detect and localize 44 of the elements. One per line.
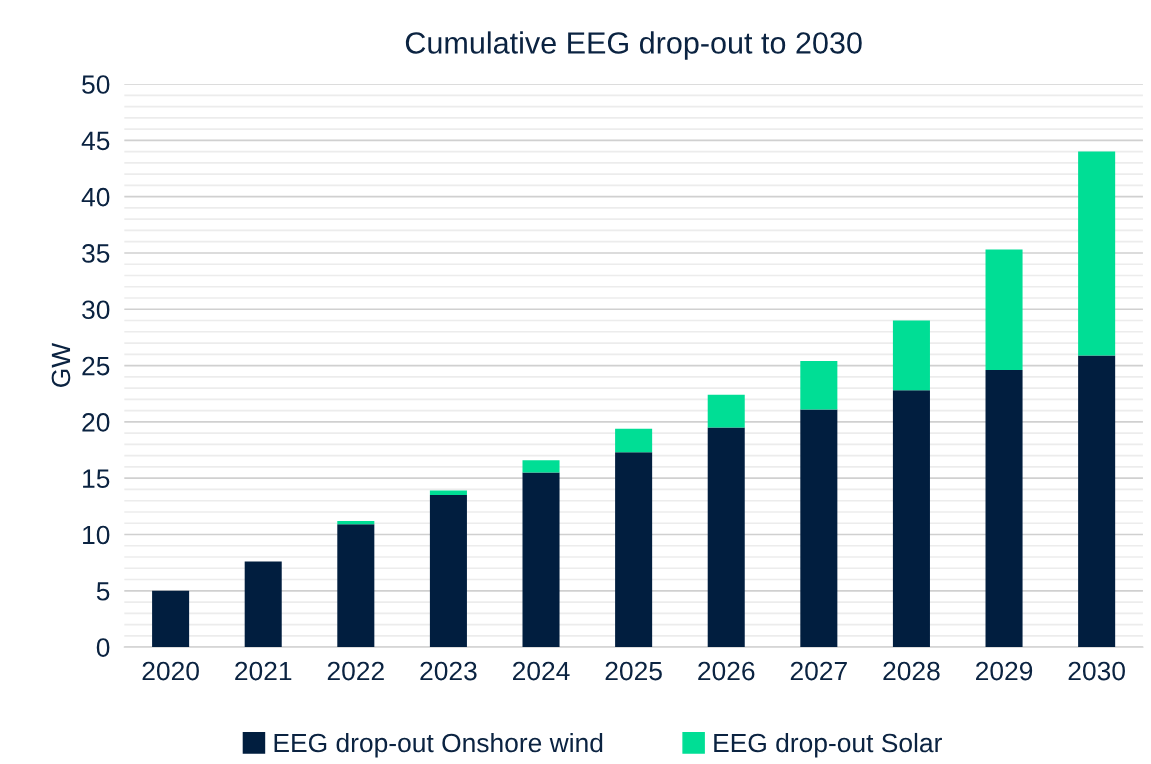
legend-label: EEG drop-out Onshore wind xyxy=(274,732,603,758)
y-tick-label: 50 xyxy=(82,75,110,94)
chart-title: Cumulative EEG drop-out to 2030 xyxy=(405,31,862,60)
bar xyxy=(152,590,190,648)
bar xyxy=(892,390,930,648)
bar xyxy=(615,452,653,648)
legend-label: EEG drop-out Solar xyxy=(714,732,942,758)
bar xyxy=(892,320,930,391)
bar xyxy=(800,409,838,648)
bar xyxy=(707,394,745,428)
y-tick-label: 40 xyxy=(81,187,110,207)
y-tick-label: 5 xyxy=(96,582,110,601)
x-tick-label: 2030 xyxy=(1068,661,1125,681)
y-tick-label: 15 xyxy=(83,469,110,489)
bar xyxy=(1078,355,1116,648)
bar xyxy=(522,472,560,648)
bar xyxy=(522,460,560,473)
x-tick-label: 2024 xyxy=(513,661,570,681)
bar xyxy=(800,361,838,410)
x-tick-label: 2026 xyxy=(698,661,755,681)
y-axis-title: GW xyxy=(51,342,71,387)
x-tick-label: 2022 xyxy=(327,661,384,681)
x-tick-label: 2029 xyxy=(976,661,1033,681)
y-tick-label: 35 xyxy=(82,244,110,263)
bar xyxy=(1078,151,1116,356)
x-tick-label: 2025 xyxy=(605,661,662,681)
x-tick-label: 2020 xyxy=(142,661,199,681)
x-tick-label: 2021 xyxy=(235,661,292,681)
y-tick-label: 20 xyxy=(82,413,110,432)
bar xyxy=(985,249,1023,371)
x-tick-label: 2027 xyxy=(790,661,847,681)
y-tick-label: 45 xyxy=(81,131,110,151)
bar xyxy=(985,370,1023,648)
y-tick-label: 10 xyxy=(83,525,110,545)
x-tick-label: 2023 xyxy=(420,661,477,681)
y-tick-label: 30 xyxy=(82,300,110,320)
bar xyxy=(707,427,745,648)
y-tick-label: 0 xyxy=(96,638,110,657)
bar xyxy=(337,524,375,648)
bar xyxy=(429,495,467,648)
y-tick-label: 25 xyxy=(82,356,110,376)
x-tick-label: 2028 xyxy=(883,661,940,681)
bar xyxy=(244,561,282,648)
bar xyxy=(615,428,653,453)
